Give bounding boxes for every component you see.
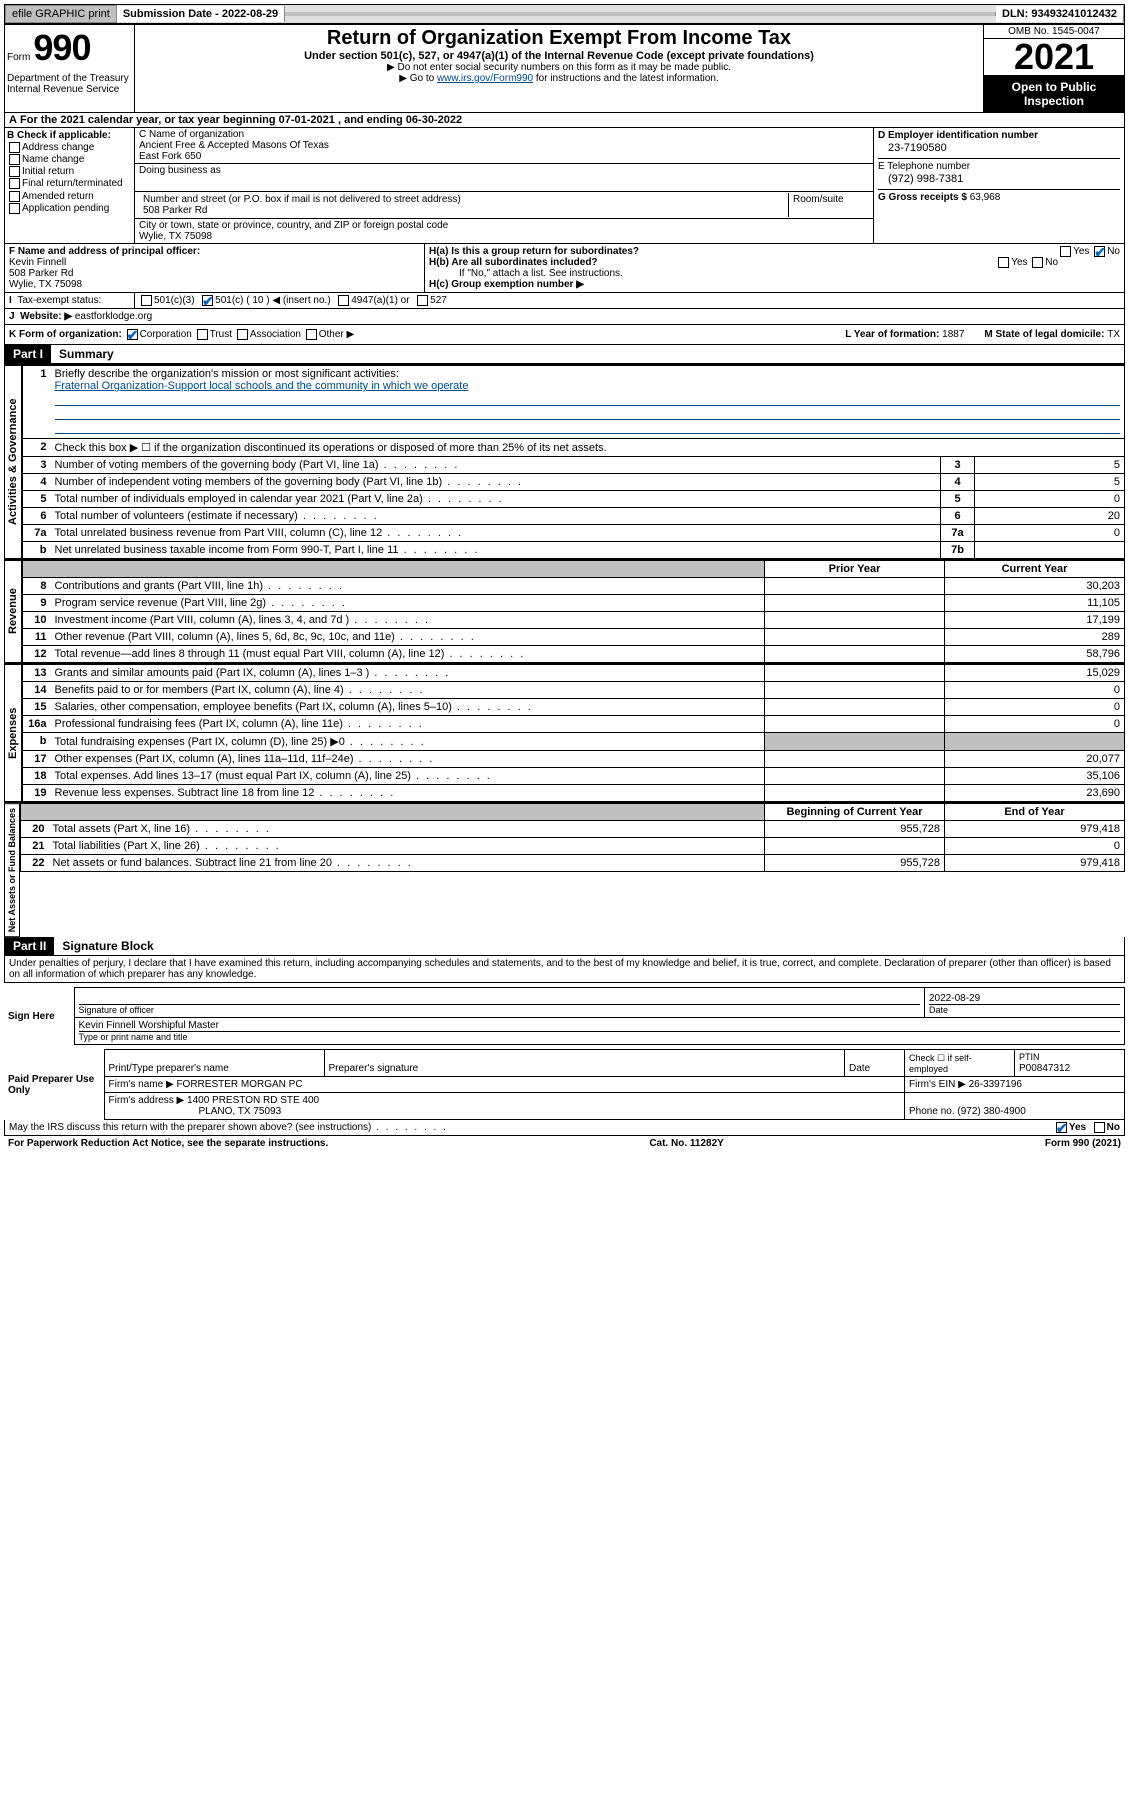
form-prefix: Form <box>7 52 30 63</box>
declaration-text: Under penalties of perjury, I declare th… <box>4 956 1125 983</box>
officer-addr2: Wylie, TX 75098 <box>9 279 82 290</box>
mission-text: Fraternal Organization-Support local sch… <box>55 380 469 392</box>
form-note1: ▶ Do not enter social security numbers o… <box>139 62 979 73</box>
street-value: 508 Parker Rd <box>143 205 207 216</box>
hc-label: H(c) Group exemption number ▶ <box>429 279 584 290</box>
form-number: 990 <box>33 27 90 68</box>
efile-print-button[interactable]: efile GRAPHIC print <box>5 5 117 23</box>
website-value: eastforklodge.org <box>75 311 152 322</box>
check-pending[interactable]: Application pending <box>7 203 132 214</box>
page-footer: For Paperwork Reduction Act Notice, see … <box>4 1136 1125 1151</box>
side-revenue: Revenue <box>4 560 22 663</box>
g-label: G Gross receipts $ <box>878 192 970 203</box>
toolbar-spacer <box>285 12 996 16</box>
room-label: Room/suite <box>789 193 869 217</box>
department-label: Department of the Treasury Internal Reve… <box>7 69 132 95</box>
check-amended[interactable]: Amended return <box>7 191 132 202</box>
ha-label: H(a) Is this a group return for subordin… <box>429 246 639 257</box>
check-name[interactable]: Name change <box>7 154 132 165</box>
officer-name: Kevin Finnell <box>9 257 66 268</box>
check-final[interactable]: Final return/terminated <box>7 178 132 189</box>
tax-year: 2021 <box>984 39 1124 76</box>
dln-label: DLN: 93493241012432 <box>996 6 1124 22</box>
ein-value: 23-7190580 <box>888 142 1120 154</box>
org-sub: East Fork 650 <box>139 151 201 162</box>
hb-label: H(b) Are all subordinates included? <box>429 257 598 268</box>
c-label: C Name of organization <box>139 129 244 140</box>
check-address[interactable]: Address change <box>7 142 132 153</box>
officer-addr1: 508 Parker Rd <box>9 268 73 279</box>
check-initial[interactable]: Initial return <box>7 166 132 177</box>
form-header: Form 990 Department of the Treasury Inte… <box>4 24 1125 113</box>
net-assets-table: Beginning of Current YearEnd of Year 20T… <box>20 803 1125 872</box>
form-note2: ▶ Go to www.irs.gov/Form990 for instruct… <box>139 73 979 84</box>
form-subtitle: Under section 501(c), 527, or 4947(a)(1)… <box>139 50 979 62</box>
inspection-label: Open to Public Inspection <box>984 76 1124 112</box>
website-row: J Website: ▶ eastforklodge.org <box>4 309 1125 325</box>
phone-value: (972) 998-7381 <box>888 173 1120 185</box>
part-ii-header: Part II Signature Block <box>4 937 1125 956</box>
e-label: E Telephone number <box>878 161 970 172</box>
kform-row: K Form of organization: Corporation Trus… <box>4 325 1125 345</box>
side-expenses: Expenses <box>4 664 22 802</box>
top-toolbar: efile GRAPHIC print Submission Date - 20… <box>4 4 1125 24</box>
section-b: B Check if applicable: Address change Na… <box>4 128 1125 244</box>
form-title: Return of Organization Exempt From Incom… <box>139 27 979 50</box>
governance-table: 1 Briefly describe the organization's mi… <box>22 365 1125 559</box>
dba-label: Doing business as <box>139 165 221 176</box>
hb-note: If "No," attach a list. See instructions… <box>429 268 1120 279</box>
city-value: Wylie, TX 75098 <box>139 231 212 242</box>
discuss-row: May the IRS discuss this return with the… <box>4 1120 1125 1136</box>
expenses-table: 13Grants and similar amounts paid (Part … <box>22 664 1125 802</box>
check-applicable-label: B Check if applicable: <box>7 130 111 141</box>
f-label: F Name and address of principal officer: <box>9 246 200 257</box>
org-name: Ancient Free & Accepted Masons Of Texas <box>139 140 329 151</box>
city-label: City or town, state or province, country… <box>139 220 448 231</box>
irs-link[interactable]: www.irs.gov/Form990 <box>437 73 533 84</box>
part-i-header: Part I Summary <box>4 345 1125 364</box>
sign-here-table: Sign Here Signature of officer 2022-08-2… <box>4 987 1125 1045</box>
paid-preparer-table: Paid Preparer Use Only Print/Type prepar… <box>4 1049 1125 1120</box>
revenue-table: Prior YearCurrent Year 8Contributions an… <box>22 560 1125 663</box>
gross-value: 63,968 <box>970 192 1001 203</box>
tax-period: A For the 2021 calendar year, or tax yea… <box>4 113 1125 128</box>
tax-exempt-row: I Tax-exempt status: 501(c)(3) 501(c) ( … <box>4 293 1125 309</box>
section-f: F Name and address of principal officer:… <box>4 244 1125 293</box>
street-label: Number and street (or P.O. box if mail i… <box>143 194 461 205</box>
submission-date: Submission Date - 2022-08-29 <box>117 6 285 22</box>
d-label: D Employer identification number <box>878 130 1038 141</box>
side-net: Net Assets or Fund Balances <box>4 803 20 937</box>
side-governance: Activities & Governance <box>4 365 22 559</box>
